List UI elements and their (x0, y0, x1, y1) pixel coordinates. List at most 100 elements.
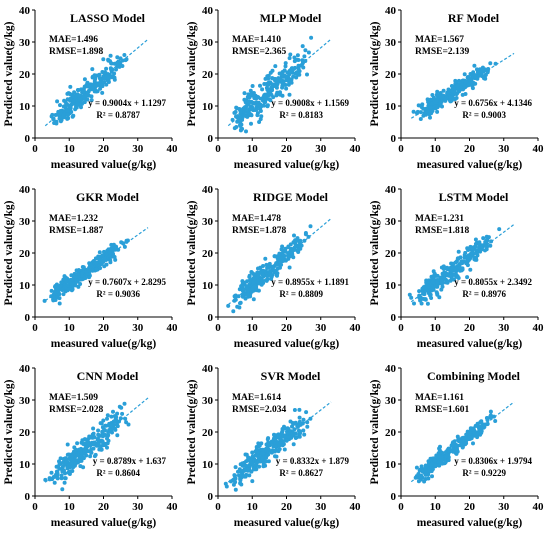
data-point (59, 287, 63, 291)
data-point (289, 77, 294, 82)
scatter-panel: 0 10 20 30 40 0 10 20 30 40 measured value(g/kg) Pr… (366, 358, 549, 537)
rmse-annotation: RMSE=1.887 (49, 226, 103, 236)
x-tick-label: 30 (315, 501, 327, 513)
data-point (53, 284, 58, 288)
data-point (283, 434, 288, 439)
data-point (81, 265, 86, 270)
rmse-annotation: RMSE=1.601 (415, 405, 469, 415)
data-point (434, 92, 439, 97)
scatter-panel: 0 10 20 30 40 0 10 20 30 40 measured value(g/kg) Pr… (183, 0, 366, 179)
data-point (249, 459, 253, 464)
data-point (63, 285, 68, 290)
data-point (409, 295, 414, 300)
data-point (71, 274, 76, 279)
data-point (301, 417, 306, 422)
data-point (263, 256, 268, 261)
data-point (94, 443, 99, 448)
data-point (252, 277, 257, 282)
data-point (440, 451, 445, 456)
fit-equation: y = 0.8789x + 1.637 (93, 456, 167, 466)
r2-value: R² = 0.8183 (279, 110, 323, 120)
rmse-annotation: RMSE=1.818 (415, 226, 469, 236)
data-point (467, 431, 472, 436)
y-tick-label: 10 (385, 459, 397, 471)
y-tick-label: 40 (19, 5, 31, 17)
data-point (111, 409, 115, 414)
data-point (465, 275, 470, 280)
data-point (243, 100, 248, 105)
data-point (488, 409, 493, 414)
y-tick-label: 20 (202, 248, 214, 260)
data-point (462, 72, 467, 77)
data-point (438, 94, 443, 99)
y-tick-label: 0 (25, 133, 31, 145)
data-point (66, 287, 71, 292)
chart-title: Combining Model (427, 369, 521, 383)
data-point (472, 73, 477, 77)
scatter-points (230, 35, 314, 134)
data-point (451, 440, 456, 445)
data-point (232, 110, 237, 115)
data-point (272, 436, 277, 441)
data-point (445, 279, 450, 284)
x-axis-label: measured value(g/kg) (234, 159, 340, 171)
data-point (82, 77, 87, 82)
data-point (122, 53, 127, 57)
y-tick-label: 10 (202, 101, 214, 113)
data-point (251, 467, 256, 472)
data-point (239, 474, 244, 479)
data-point (448, 95, 453, 100)
data-point (430, 456, 435, 461)
data-point (437, 446, 442, 451)
y-tick-label: 40 (202, 363, 214, 375)
data-point (70, 287, 75, 292)
data-point (246, 291, 250, 296)
y-tick-label: 10 (19, 459, 31, 471)
rmse-annotation: RMSE=2.139 (415, 47, 469, 57)
data-point (296, 72, 301, 77)
data-point (492, 414, 496, 419)
y-tick-label: 40 (385, 184, 397, 196)
chart-title: LASSO Model (70, 11, 146, 25)
data-point (428, 97, 433, 102)
scatter-chart: 0 10 20 30 40 0 10 20 30 40 measured value(g/kg) Pr… (369, 5, 544, 171)
data-point (465, 246, 470, 251)
data-point (268, 272, 273, 277)
data-point (287, 56, 292, 61)
data-point (435, 291, 440, 296)
data-point (60, 487, 65, 492)
data-point (443, 460, 447, 465)
data-point (267, 97, 272, 102)
data-point (78, 277, 83, 282)
data-point (445, 265, 450, 270)
fit-equation: y = 0.8955x + 1.1891 (271, 277, 349, 287)
data-point (244, 106, 248, 111)
data-point (271, 95, 276, 100)
data-point (258, 83, 262, 88)
data-point (300, 58, 305, 63)
x-tick-label: 10 (430, 501, 442, 513)
x-tick-label: 0 (32, 143, 38, 155)
data-point (249, 121, 253, 126)
data-point (441, 267, 446, 271)
data-point (431, 287, 436, 292)
data-point (427, 112, 432, 117)
data-point (277, 443, 282, 448)
r2-value: R² = 0.8787 (96, 110, 140, 120)
data-point (280, 83, 285, 88)
y-tick-label: 40 (385, 5, 397, 17)
data-point (251, 456, 256, 461)
data-point (92, 73, 97, 78)
data-point (458, 268, 463, 273)
x-tick-label: 10 (247, 143, 259, 155)
data-point (454, 96, 459, 100)
data-point (407, 292, 412, 297)
fit-equation: y = 0.7607x + 2.8295 (88, 277, 166, 287)
mae-annotation: MAE=1.509 (49, 393, 98, 403)
data-point (286, 78, 291, 83)
x-tick-label: 30 (498, 501, 510, 513)
data-point (238, 123, 242, 128)
data-point (51, 475, 56, 480)
x-axis-label: measured value(g/kg) (51, 338, 157, 350)
data-point (49, 288, 54, 293)
